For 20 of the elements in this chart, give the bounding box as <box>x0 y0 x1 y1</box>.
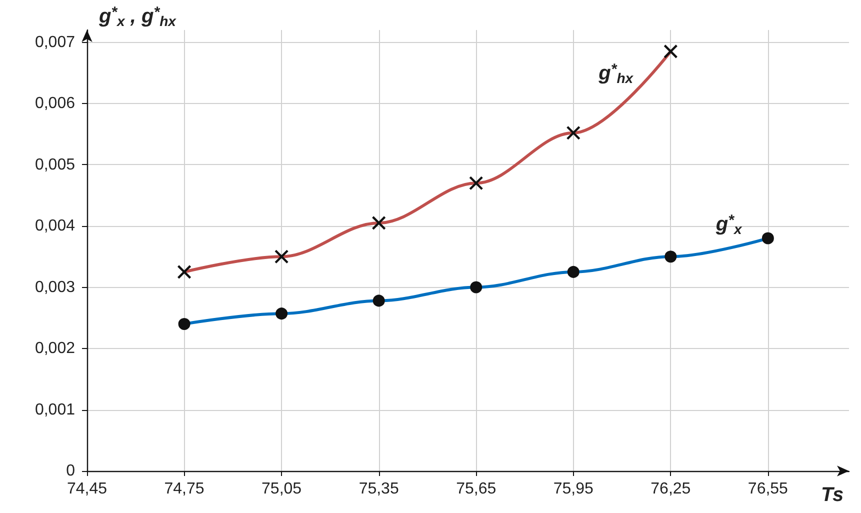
x-tick-label: 75,05 <box>262 480 302 498</box>
x-tick-label: 75,95 <box>553 480 594 498</box>
y-axis-title: g*x , g*hx <box>98 4 178 29</box>
y-tick-label: 0,002 <box>34 340 76 357</box>
x-tick-label: 75,65 <box>456 480 496 498</box>
series-label: g*hx <box>598 60 634 86</box>
y-tick-label: 0,004 <box>34 218 76 234</box>
x-tick-label: 76,25 <box>650 480 691 498</box>
y-tick-label: 0,007 <box>34 34 76 51</box>
x-tick-label: 74,45 <box>66 480 108 498</box>
series-label: g*x <box>714 212 743 237</box>
y-tick-label: 0,006 <box>34 95 76 112</box>
x-tick-label: 76,55 <box>748 480 788 498</box>
x-tick-label: 74,75 <box>164 480 204 498</box>
x-axis-title: Ts <box>821 484 844 506</box>
y-tick-label: 0,003 <box>34 278 76 296</box>
y-tick-label: 0 <box>66 462 76 480</box>
y-tick-label: 0,005 <box>34 156 76 174</box>
x-tick-label: 75,35 <box>358 480 399 498</box>
y-tick-label: 0,001 <box>34 401 76 418</box>
